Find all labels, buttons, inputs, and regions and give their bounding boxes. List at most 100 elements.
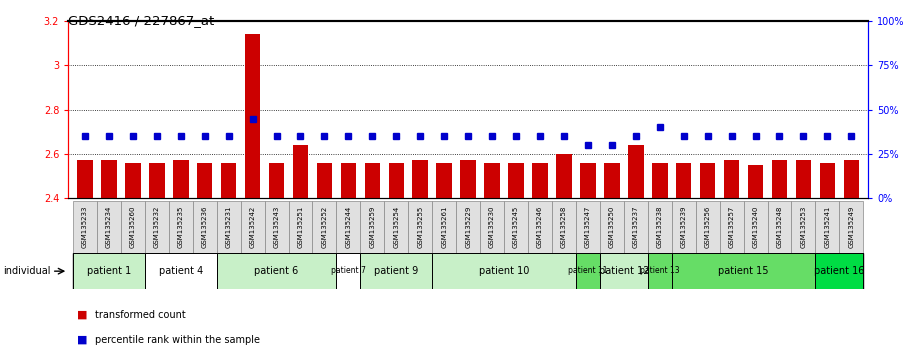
FancyBboxPatch shape: [552, 201, 576, 253]
FancyBboxPatch shape: [336, 201, 360, 253]
FancyBboxPatch shape: [360, 201, 385, 253]
Text: patient 11: patient 11: [568, 266, 607, 275]
Bar: [365, 162, 380, 198]
FancyBboxPatch shape: [241, 201, 265, 253]
Bar: [795, 160, 811, 198]
FancyBboxPatch shape: [504, 201, 528, 253]
Text: GSM135253: GSM135253: [801, 206, 806, 248]
Text: GSM135232: GSM135232: [154, 206, 160, 248]
FancyBboxPatch shape: [432, 201, 456, 253]
Text: GSM135252: GSM135252: [322, 206, 327, 248]
FancyBboxPatch shape: [576, 253, 600, 289]
FancyBboxPatch shape: [648, 253, 672, 289]
Text: GSM135241: GSM135241: [824, 206, 831, 248]
Text: GSM135259: GSM135259: [369, 206, 375, 248]
FancyBboxPatch shape: [432, 253, 576, 289]
Text: patient 16: patient 16: [814, 266, 864, 276]
Text: patient 7: patient 7: [331, 266, 365, 275]
Bar: [221, 162, 236, 198]
FancyBboxPatch shape: [145, 201, 169, 253]
Bar: [580, 162, 595, 198]
Text: GSM135230: GSM135230: [489, 206, 495, 248]
Bar: [197, 162, 213, 198]
Text: ■: ■: [77, 310, 88, 320]
FancyBboxPatch shape: [265, 201, 288, 253]
Text: GSM135236: GSM135236: [202, 206, 207, 248]
Bar: [341, 162, 356, 198]
Text: patient 1: patient 1: [86, 266, 131, 276]
Text: GSM135246: GSM135246: [537, 206, 543, 248]
Bar: [652, 162, 667, 198]
Bar: [125, 162, 141, 198]
FancyBboxPatch shape: [480, 201, 504, 253]
FancyBboxPatch shape: [720, 201, 744, 253]
FancyBboxPatch shape: [360, 253, 432, 289]
FancyBboxPatch shape: [73, 201, 97, 253]
Bar: [556, 154, 572, 198]
Text: patient 6: patient 6: [255, 266, 299, 276]
Text: GSM135249: GSM135249: [848, 206, 854, 248]
Bar: [77, 160, 93, 198]
Text: patient 4: patient 4: [158, 266, 203, 276]
Bar: [101, 160, 116, 198]
Text: patient 13: patient 13: [640, 266, 680, 275]
Bar: [460, 160, 476, 198]
FancyBboxPatch shape: [313, 201, 336, 253]
Bar: [628, 145, 644, 198]
FancyBboxPatch shape: [839, 201, 864, 253]
Text: GDS2416 / 227867_at: GDS2416 / 227867_at: [68, 14, 215, 27]
Text: GSM135255: GSM135255: [417, 206, 424, 248]
Text: GSM135239: GSM135239: [681, 206, 686, 248]
Text: GSM135235: GSM135235: [178, 206, 184, 248]
Text: GSM135244: GSM135244: [345, 206, 352, 248]
FancyBboxPatch shape: [528, 201, 552, 253]
Bar: [173, 160, 188, 198]
Text: percentile rank within the sample: percentile rank within the sample: [95, 335, 261, 345]
FancyBboxPatch shape: [815, 201, 839, 253]
Text: ■: ■: [77, 335, 88, 345]
FancyBboxPatch shape: [456, 201, 480, 253]
FancyBboxPatch shape: [216, 253, 336, 289]
FancyBboxPatch shape: [744, 201, 767, 253]
Bar: [844, 160, 859, 198]
Text: GSM135251: GSM135251: [297, 206, 304, 248]
FancyBboxPatch shape: [288, 201, 313, 253]
Text: GSM135231: GSM135231: [225, 206, 232, 248]
Bar: [293, 145, 308, 198]
FancyBboxPatch shape: [624, 201, 648, 253]
Text: patient 15: patient 15: [718, 266, 769, 276]
FancyBboxPatch shape: [145, 253, 216, 289]
FancyBboxPatch shape: [408, 201, 432, 253]
Bar: [149, 162, 165, 198]
Text: GSM135256: GSM135256: [704, 206, 711, 248]
Text: GSM135247: GSM135247: [584, 206, 591, 248]
FancyBboxPatch shape: [672, 201, 695, 253]
FancyBboxPatch shape: [600, 253, 648, 289]
Bar: [269, 162, 285, 198]
Bar: [676, 162, 692, 198]
Bar: [484, 162, 500, 198]
Text: GSM135234: GSM135234: [105, 206, 112, 248]
Bar: [532, 162, 548, 198]
Text: GSM135250: GSM135250: [609, 206, 614, 248]
Bar: [724, 160, 739, 198]
Text: GSM135240: GSM135240: [753, 206, 758, 248]
Text: patient 10: patient 10: [479, 266, 529, 276]
FancyBboxPatch shape: [815, 253, 864, 289]
Bar: [413, 160, 428, 198]
Bar: [508, 162, 524, 198]
Text: GSM135257: GSM135257: [729, 206, 734, 248]
FancyBboxPatch shape: [193, 201, 216, 253]
FancyBboxPatch shape: [336, 253, 360, 289]
Text: GSM135237: GSM135237: [633, 206, 639, 248]
Bar: [700, 162, 715, 198]
Text: GSM135260: GSM135260: [130, 206, 135, 248]
FancyBboxPatch shape: [385, 201, 408, 253]
FancyBboxPatch shape: [648, 201, 672, 253]
Text: patient 12: patient 12: [598, 266, 649, 276]
Text: individual: individual: [3, 266, 50, 276]
FancyBboxPatch shape: [672, 253, 815, 289]
FancyBboxPatch shape: [576, 201, 600, 253]
Text: GSM135245: GSM135245: [513, 206, 519, 248]
Text: transformed count: transformed count: [95, 310, 186, 320]
